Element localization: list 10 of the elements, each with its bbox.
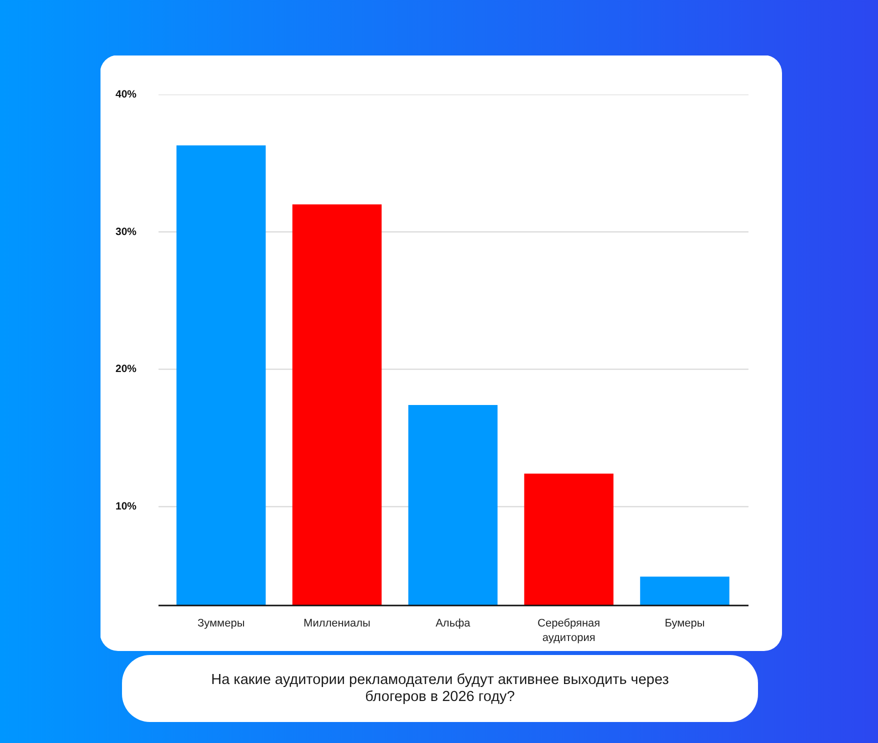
x-tick-label: Миллениалы <box>304 618 371 630</box>
y-tick-label: 10% <box>115 500 138 513</box>
y-tick-label: 20% <box>115 363 138 376</box>
x-tick-label: Бумеры <box>664 618 705 630</box>
x-tick-label: Зуммеры <box>197 618 245 630</box>
text: На какие аудитории рекламодатели будут активнее выходить через блогеров в 2026 году? <box>122 655 758 722</box>
y-tick-label: 40% <box>115 88 138 100</box>
y-tick-label: 30% <box>115 226 138 238</box>
x-tick-label: Альфа <box>436 618 472 630</box>
x-tick-label: Серебряная аудитория <box>538 618 600 644</box>
